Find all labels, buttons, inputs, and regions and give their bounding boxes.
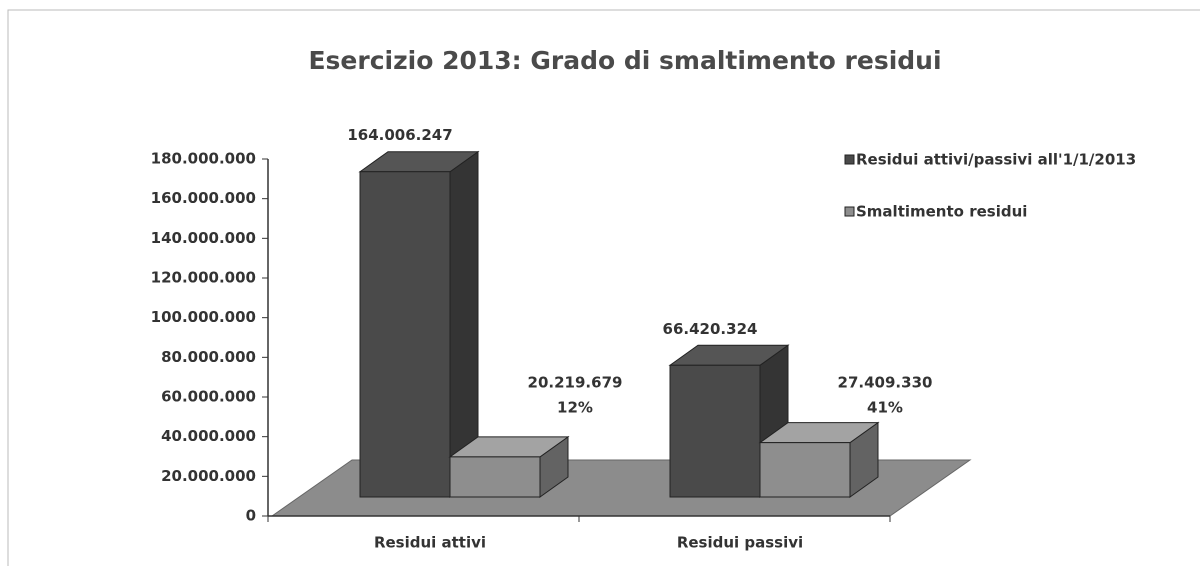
x-tick-label: Residui passivi: [677, 534, 803, 552]
y-tick-label: 100.000.000: [151, 308, 256, 326]
y-tick-label: 80.000.000: [161, 348, 256, 366]
y-tick-label: 120.000.000: [151, 269, 256, 287]
frame: [7, 9, 1200, 566]
value-label: 164.006.247: [347, 126, 452, 144]
value-label: 66.420.324: [663, 320, 758, 338]
chart-title: Esercizio 2013: Grado di smaltimento res…: [308, 46, 941, 75]
legend-swatch: [844, 154, 855, 165]
bar: [359, 171, 451, 498]
y-tick-label: 40.000.000: [161, 427, 256, 445]
share-label: 41%: [867, 399, 903, 417]
y-tick-label: 20.000.000: [161, 467, 256, 485]
bar: [669, 364, 761, 498]
y-tick-label: 0: [246, 507, 256, 525]
bar: [449, 456, 541, 498]
y-tick-label: 140.000.000: [151, 229, 256, 247]
legend-swatch: [844, 206, 855, 217]
share-label: 12%: [557, 399, 593, 417]
y-tick-label: 180.000.000: [151, 150, 256, 168]
x-tick-label: Residui attivi: [374, 534, 486, 552]
legend-label: Smaltimento residui: [856, 203, 1027, 221]
legend-label: Residui attivi/passivi all'1/1/2013: [856, 151, 1136, 169]
value-label: 20.219.679: [528, 374, 623, 392]
value-label: 27.409.330: [838, 374, 933, 392]
y-tick-label: 160.000.000: [151, 189, 256, 207]
y-tick-label: 60.000.000: [161, 388, 256, 406]
bar: [759, 442, 851, 498]
